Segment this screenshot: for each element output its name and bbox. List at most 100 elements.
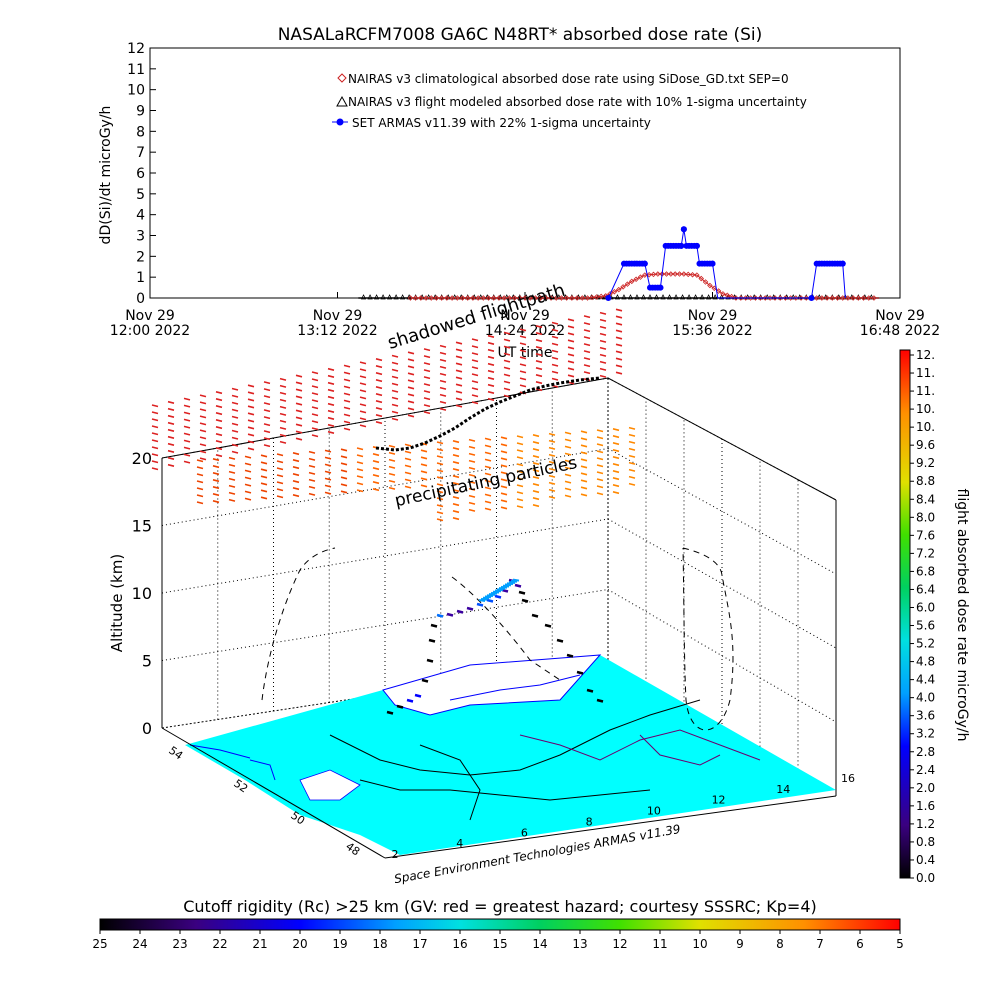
particle-dash [548,481,556,485]
flight-path-segment [504,583,512,587]
particle-dash [516,491,524,495]
top-y-tick-label: 2 [136,249,145,265]
particle-dash [228,463,236,467]
particle-dash [420,449,428,453]
dose-colorbar-tick-label: 2.0 [916,781,935,795]
particle-dash [471,366,479,370]
nairas-flight-point [640,294,647,300]
flight-path-segment [510,579,518,583]
map-border-1 [329,699,701,776]
particle-dash [519,356,527,360]
particle-dash [567,360,575,364]
particle-dash [599,318,607,322]
nairas-flight-point [653,294,660,300]
lon-tick-label: 10 [647,805,661,818]
particle-dash [167,407,175,411]
particle-dash [423,390,431,394]
flight-path-segment [428,638,436,643]
top-y-tick-label: 1 [136,270,145,286]
dose-colorbar-gradient [899,349,911,879]
particle-dash [596,457,604,461]
particle-dash [308,464,316,468]
nairas-clim-point [598,293,604,300]
particle-dash [279,384,287,388]
particle-dash [215,426,223,430]
particle-dash [247,384,255,388]
top-x-tick-time: 15:36 2022 [672,323,752,339]
particle-dash [615,343,623,347]
lon-tick-label: 8 [586,815,593,828]
legend-entry-nairas-flight: NAIRAS v3 flight modeled absorbed dose r… [336,95,807,109]
particle-dash [436,518,444,522]
nairas-clim-point [589,294,595,301]
armas-point [680,226,687,233]
nairas-clim-point [527,295,533,301]
flight-path-segment [498,587,506,590]
particle-dash [503,338,511,342]
particle-dash [452,496,460,500]
nairas-clim-point [850,295,856,301]
particle-dash [391,396,399,400]
dose-colorbar-tick-label: 0.4 [916,853,935,867]
nairas-clim-point [707,282,713,289]
particle-dash [244,462,252,466]
particle-dash [343,420,351,424]
particle-dash [308,492,316,496]
particle-dash [295,374,303,378]
particle-dash [167,442,175,446]
particle-dash [151,425,159,429]
nairas-clim-point [860,295,867,301]
particle-dash [596,429,604,433]
particle-dash [279,412,287,416]
particle-dash [439,372,447,376]
flight-path-segment [396,704,404,709]
rigidity-colorbar-tick-label: 5 [896,937,904,951]
particle-dash [567,339,575,343]
particle-dash [580,465,588,469]
particle-dash [244,476,252,480]
particle-dash [231,422,239,426]
particle-dash [468,438,476,442]
particle-dash [407,351,415,355]
particle-dash [423,362,431,366]
nairas-clim-point [412,295,419,301]
rigidity-colorbar-tick-label: 25 [92,937,107,951]
chart-title: NASALaRCFM7008 GA6C N48RT* absorbed dose… [278,25,763,45]
particle-dash [311,413,319,417]
particle-dash [167,435,175,439]
flight-path-segment [544,623,552,628]
particle-dash [311,371,319,375]
particle-dash [407,400,415,404]
particle-dash [612,470,620,474]
nairas-clim-point [475,295,481,301]
particle-dash [276,474,284,478]
flight-path-segment [426,658,434,663]
particle-dash [292,487,300,491]
particle-dash [423,383,431,387]
particle-dash [372,481,380,485]
particle-dash [503,352,511,356]
flight-path-segment [478,599,486,602]
particle-dash [404,478,412,482]
particle-dash [151,460,159,464]
particle-dash [519,335,527,339]
nairas-clim-point [511,295,518,301]
cutoff-rigidity-colorbar: Cutoff rigidity (Rc) >25 km (GV: red = g… [92,897,903,951]
particle-dash [404,457,412,461]
top-y-tick-label: 8 [136,124,145,140]
nairas-flight-point [360,294,367,300]
flight-path-segment [488,593,496,596]
particle-dash [391,410,399,414]
particle-dash [628,440,636,444]
particle-dash [420,484,428,488]
particle-dash [199,415,207,419]
particle-dash [247,440,255,444]
particle-dash [375,393,383,397]
particle-dash [391,361,399,365]
particle-dash [516,442,524,446]
particle-dash [500,499,508,503]
particle-dash [308,485,316,489]
particle-dash [292,494,300,498]
particle-dash [455,341,463,345]
